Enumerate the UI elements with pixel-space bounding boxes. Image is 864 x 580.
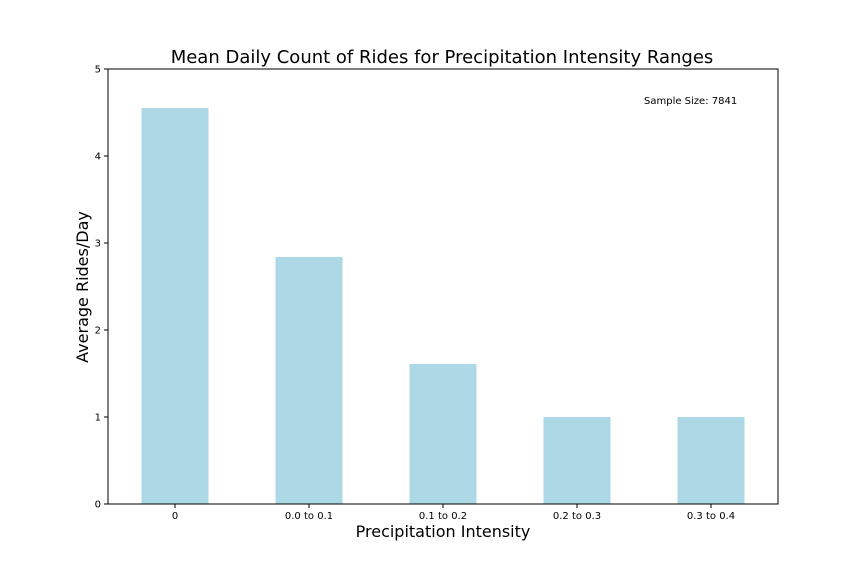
bar: [409, 363, 477, 504]
x-tick-label: 0.3 to 0.4: [687, 511, 735, 522]
y-axis-ticks: 0 1 2 3 4 5: [95, 65, 108, 511]
x-tick-label: 0.2 to 0.3: [553, 511, 601, 522]
bar: [275, 256, 343, 504]
x-tick-label: 0.1 to 0.2: [419, 511, 467, 522]
x-tick-label: 0.0 to 0.1: [285, 511, 333, 522]
y-tick-label: 4: [95, 152, 101, 163]
x-tick-label: 0: [172, 511, 178, 522]
sample-size-annotation: Sample Size: 7841: [644, 96, 737, 107]
y-tick-label: 5: [95, 65, 101, 76]
bars-layer: [141, 108, 745, 505]
x-axis-label: Precipitation Intensity: [356, 522, 531, 541]
chart-title: Mean Daily Count of Rides for Precipitat…: [171, 47, 714, 68]
y-tick-label: 3: [95, 239, 101, 250]
y-tick-label: 1: [95, 413, 101, 424]
bar: [677, 417, 745, 504]
bar: [141, 108, 209, 505]
y-tick-label: 0: [95, 500, 101, 511]
plot-frame: [107, 68, 779, 505]
x-axis-ticks: 0 0.0 to 0.1 0.1 to 0.2 0.2 to 0.3 0.3 to 0.…: [172, 504, 735, 522]
bar: [543, 417, 611, 504]
y-axis-label: Average Rides/Day: [73, 211, 92, 363]
y-tick-label: 2: [95, 326, 101, 337]
